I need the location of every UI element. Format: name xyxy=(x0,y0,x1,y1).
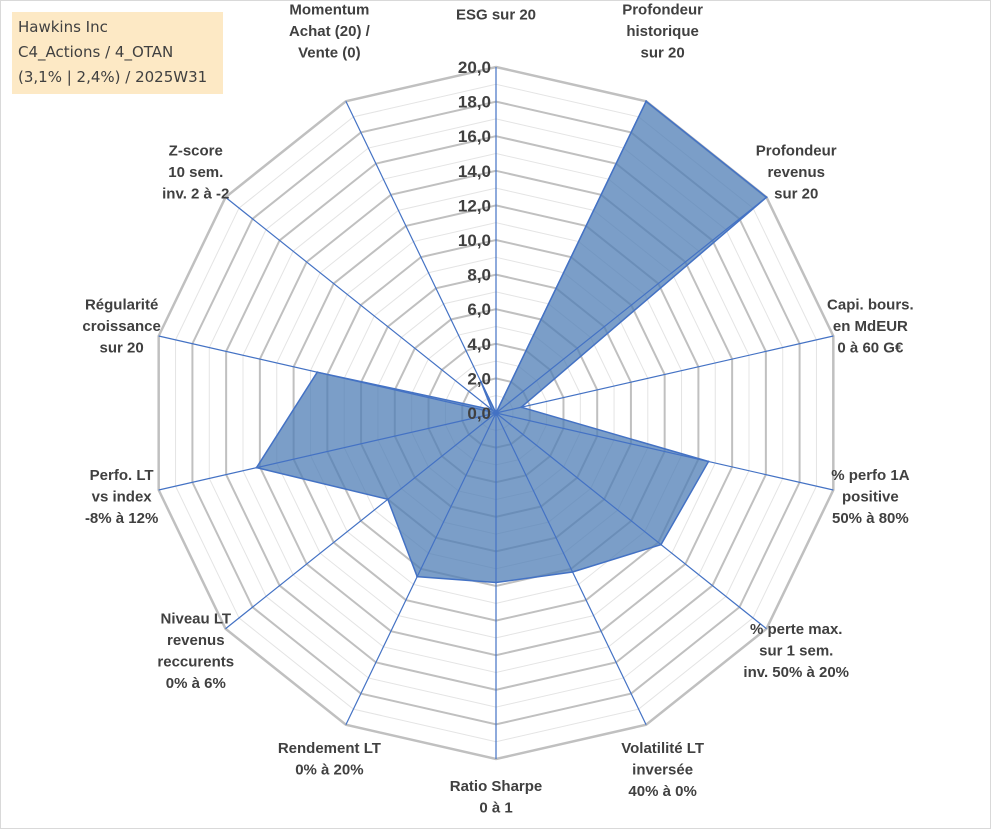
tick-label: 8,0 xyxy=(467,266,491,285)
category-label: historique xyxy=(626,23,699,40)
category-label: Z-score xyxy=(169,142,223,159)
category-label: Volatilité LT xyxy=(621,740,704,757)
category-label: 0% à 20% xyxy=(295,761,363,778)
tick-label: 6,0 xyxy=(467,300,491,319)
category-label: 10 sem. xyxy=(168,164,223,181)
category-label: revenus xyxy=(167,632,225,649)
category-label: Niveau LT xyxy=(160,610,231,627)
category-label: Momentum xyxy=(289,2,369,19)
tick-label: 10,0 xyxy=(458,231,491,250)
category-label: -8% à 12% xyxy=(85,510,158,527)
axis-spoke xyxy=(495,101,647,414)
category-label: sur 20 xyxy=(641,45,685,62)
tick-label: 18,0 xyxy=(458,93,491,112)
category-label: Profondeur xyxy=(622,2,703,19)
category-label: % perfo 1A xyxy=(831,467,910,484)
category-label: 0 à 1 xyxy=(479,800,512,817)
tick-label: 4,0 xyxy=(467,335,491,354)
category-label: Achat (20) / xyxy=(289,23,371,40)
category-label: Régularité xyxy=(85,296,158,313)
axis-spoke xyxy=(495,335,834,414)
tick-label: 14,0 xyxy=(458,162,491,181)
category-label: Perfo. LT xyxy=(90,467,154,484)
category-label: 40% à 0% xyxy=(628,783,696,800)
category-label: 0% à 6% xyxy=(166,675,226,692)
axis-spoke xyxy=(495,412,767,630)
category-label: inv. 2 à -2 xyxy=(162,185,229,202)
category-label: sur 1 sem. xyxy=(759,643,833,660)
axis-spoke xyxy=(158,412,497,491)
category-label: ESG sur 20 xyxy=(456,7,536,24)
axis-spoke xyxy=(495,196,767,414)
axis-spoke xyxy=(495,412,647,725)
tick-label: 0,0 xyxy=(467,404,491,423)
axis-spoke xyxy=(225,412,497,630)
performance-line: (3,1% | 2,4%) / 2025W31 xyxy=(18,68,208,86)
tick-label: 12,0 xyxy=(458,196,491,215)
category-label: croissance xyxy=(82,318,160,335)
category-label: Ratio Sharpe xyxy=(450,778,543,795)
category-label: 0 à 60 G€ xyxy=(837,339,904,356)
category-label: sur 20 xyxy=(774,185,818,202)
tick-label: 2,0 xyxy=(467,369,491,388)
category-label: Profondeur xyxy=(756,142,837,159)
category-label: positive xyxy=(842,489,899,506)
axis-spoke xyxy=(225,196,497,414)
category-label: inv. 50% à 20% xyxy=(743,664,849,681)
category-label: en MdEUR xyxy=(833,318,908,335)
category-label: Rendement LT xyxy=(278,740,381,757)
category-label: Capi. bours. xyxy=(827,296,914,313)
company-name: Hawkins Inc xyxy=(18,18,108,36)
category-label: sur 20 xyxy=(100,339,144,356)
axis-spoke xyxy=(495,412,834,491)
axis-spoke xyxy=(158,335,497,414)
category-label: % perte max. xyxy=(750,621,843,638)
category-label: reccurents xyxy=(157,653,234,670)
category-label: Note xyxy=(479,0,512,2)
category-label: Vente (0) xyxy=(298,45,361,62)
tick-label: 20,0 xyxy=(458,58,491,77)
category-label: revenus xyxy=(767,164,825,181)
category-label: 50% à 80% xyxy=(832,510,909,527)
portfolio-line: C4_Actions / 4_OTAN xyxy=(18,43,174,61)
axis-spoke xyxy=(345,101,497,414)
axis-spoke xyxy=(345,412,497,725)
category-label: inversée xyxy=(632,761,693,778)
category-label: vs index xyxy=(92,489,153,506)
tick-label: 16,0 xyxy=(458,127,491,146)
info-box: Hawkins Inc C4_Actions / 4_OTAN (3,1% | … xyxy=(12,12,223,94)
